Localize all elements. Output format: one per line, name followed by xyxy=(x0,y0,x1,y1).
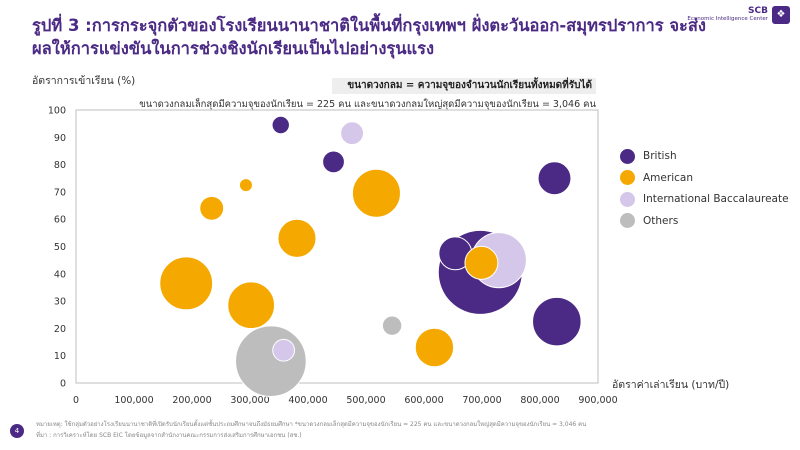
x-axis-label: อัตราค่าเล่าเรียน (บาท/ปี) xyxy=(612,379,730,391)
bubble-american xyxy=(227,281,276,330)
x-tick-label: 600,000 xyxy=(404,395,443,406)
y-axis-label: อัตราการเข้าเรียน (%) xyxy=(32,75,136,87)
bubble-british xyxy=(322,150,345,174)
x-tick-label: 400,000 xyxy=(288,395,327,406)
legend-label: Others xyxy=(643,214,679,227)
legend-label: American xyxy=(643,171,693,184)
bubble-size-note: ขนาดวงกลม = ความจุของจำนวนนักเรียนทั้งหม… xyxy=(332,78,596,94)
bubble-international-baccalaureate xyxy=(272,338,296,362)
x-tick-label: 700,000 xyxy=(462,395,501,406)
bubble-british xyxy=(532,296,582,347)
logo-subtext: Economic Intelligence Center xyxy=(687,16,768,22)
y-tick-label: 0 xyxy=(60,379,66,390)
y-tick-label: 50 xyxy=(54,242,66,253)
bubble-american xyxy=(159,256,214,311)
y-tick-label: 70 xyxy=(54,187,66,198)
scb-emblem-icon: ❖ xyxy=(772,6,790,24)
legend-swatch xyxy=(620,170,635,185)
chart-legend: British American International Baccalaurea… xyxy=(620,148,789,234)
page-number: 4 xyxy=(10,424,24,438)
legend-swatch xyxy=(620,191,635,207)
y-tick-label: 100 xyxy=(48,106,66,117)
bubble-american xyxy=(414,327,455,368)
footer-source: ที่มา : การวิเคราะห์โดย SCB EIC โดยข้อมู… xyxy=(36,432,302,439)
y-tick-label: 60 xyxy=(54,215,66,226)
scb-logo: ❖ SCB Economic Intelligence Center xyxy=(687,6,790,24)
bubble-international-baccalaureate xyxy=(340,121,365,146)
legend-swatch xyxy=(620,148,635,164)
bubble-others xyxy=(381,315,403,336)
plot-area xyxy=(75,109,599,384)
x-tick-label: 0 xyxy=(73,395,79,406)
bubble-british xyxy=(271,115,290,135)
bubble-others xyxy=(235,325,307,397)
legend-item: Others xyxy=(620,213,789,229)
legend-swatch xyxy=(620,213,635,228)
legend-label: British xyxy=(643,150,677,162)
legend-item: International Baccalaureate xyxy=(620,191,789,207)
x-tick-label: 100,000 xyxy=(114,395,153,406)
y-tick-label: 30 xyxy=(54,297,66,308)
bubble-american xyxy=(351,168,401,218)
page-title: รูปที่ 3 :การกระจุกตัวของโรงเรียนนานาชาต… xyxy=(32,16,706,58)
legend-label: International Baccalaureate xyxy=(643,193,789,205)
footer-notes: หมายเหตุ: ใช้กลุ่มตัวอย่างโรงเรียนนานาชา… xyxy=(36,419,586,441)
x-tick-label: 300,000 xyxy=(230,395,269,406)
footer-note: หมายเหตุ: ใช้กลุ่มตัวอย่างโรงเรียนนานาชา… xyxy=(36,421,587,428)
bubble-range-note: ขนาดวงกลมเล็กสุดมีความจุของนักเรียน = 22… xyxy=(139,99,596,110)
bubble-british xyxy=(537,161,572,196)
y-tick-label: 40 xyxy=(54,269,66,280)
bubble-american xyxy=(277,218,317,258)
x-tick-label: 900,000 xyxy=(578,395,617,406)
y-tick-label: 20 xyxy=(54,324,66,335)
x-tick-label: 800,000 xyxy=(520,395,559,406)
bubble-american xyxy=(238,178,253,193)
x-tick-label: 500,000 xyxy=(346,395,385,406)
bubble-american xyxy=(464,245,499,280)
y-tick-label: 10 xyxy=(54,351,66,362)
bubble-american xyxy=(199,195,225,221)
logo-text: SCB xyxy=(748,6,768,16)
y-tick-label: 80 xyxy=(54,160,66,171)
y-tick-label: 90 xyxy=(54,133,66,144)
legend-item: American xyxy=(620,170,789,186)
x-tick-label: 200,000 xyxy=(172,395,211,406)
legend-item: British xyxy=(620,148,789,164)
